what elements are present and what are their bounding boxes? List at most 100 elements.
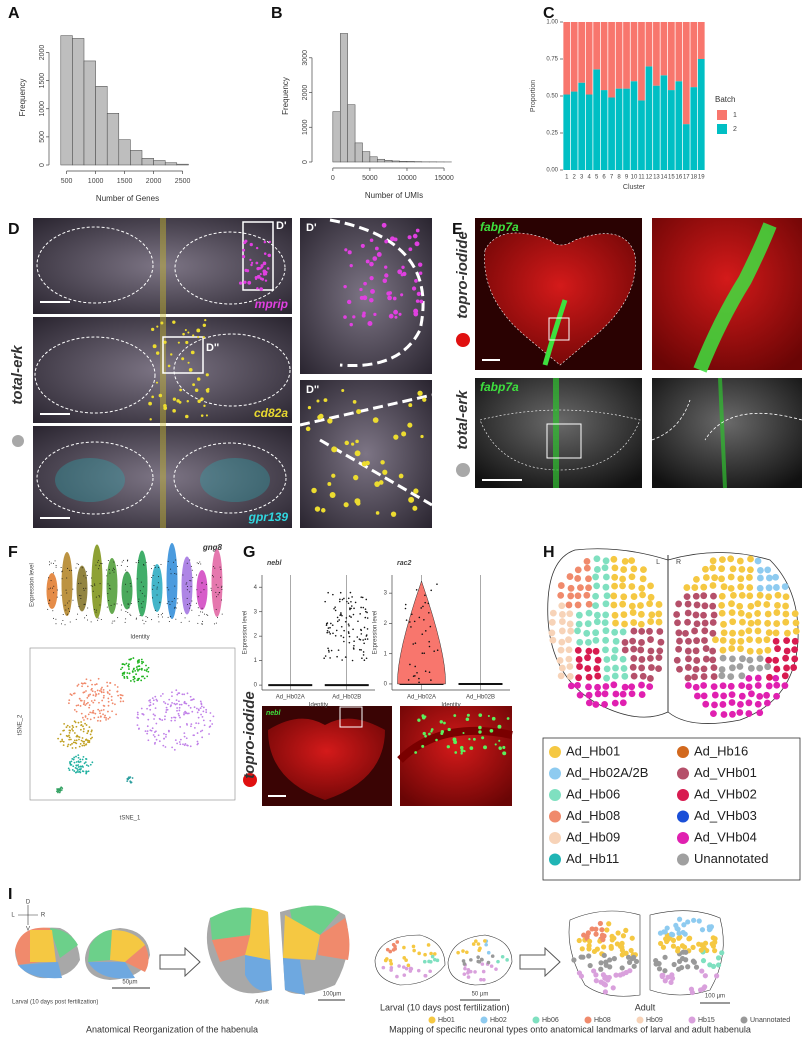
cell-dot	[629, 637, 637, 645]
tsne-dot	[87, 713, 90, 716]
legend-swatch	[532, 1016, 540, 1024]
tsne-dot	[73, 709, 76, 711]
tsne-dot	[88, 706, 91, 709]
cell-dot	[603, 592, 611, 600]
tsne-dot	[183, 732, 186, 735]
tsne-dot	[68, 736, 71, 739]
cell-dot	[429, 625, 432, 628]
violin-dot	[114, 620, 116, 622]
tsne-dot	[110, 695, 113, 698]
signal-dot	[331, 446, 338, 453]
y-tick-label: 0.00	[546, 168, 558, 174]
cell-dot	[719, 950, 725, 956]
cell-dot	[745, 683, 753, 691]
cell-dot	[366, 611, 368, 614]
tsne-dot	[152, 734, 155, 736]
cell-dot	[404, 607, 407, 610]
cell-dot	[620, 665, 628, 672]
cell-dot	[637, 620, 645, 628]
violin-dot	[151, 619, 153, 621]
violin-dot	[141, 592, 143, 594]
bar-segment	[668, 90, 675, 170]
cell-dot	[585, 600, 593, 608]
cell-dot	[639, 575, 647, 583]
tsne-dot	[115, 713, 118, 716]
cell-dot	[709, 619, 717, 626]
cell-dot	[575, 620, 583, 628]
violin-dot	[72, 588, 74, 590]
tsne-dot	[108, 693, 111, 696]
tsne-dot	[76, 769, 79, 772]
tsne-dot	[71, 742, 73, 745]
violin-dot	[167, 560, 169, 562]
cell-dot	[409, 621, 411, 623]
violin-dot	[175, 607, 177, 609]
cell-dot	[774, 645, 781, 653]
signal-dot	[372, 417, 379, 423]
tsne-dot	[84, 715, 87, 717]
tsne-dot	[58, 788, 61, 791]
violin-dot	[171, 601, 173, 603]
cell-dot	[628, 573, 636, 581]
tsne-dot	[69, 729, 72, 732]
box-label: D'	[276, 220, 287, 232]
cell-dot	[746, 656, 754, 664]
cell-dot	[655, 665, 662, 673]
cell-dot	[773, 584, 780, 591]
cell-dot	[621, 557, 629, 565]
cell-dot	[623, 927, 629, 933]
cell-dot	[746, 574, 753, 581]
y-tick-label: 0.50	[546, 94, 558, 100]
signal-dot	[378, 480, 384, 485]
signal-dot	[481, 736, 485, 740]
tsne-dot	[186, 712, 189, 715]
cell-dot	[328, 651, 330, 653]
cell-dot	[720, 692, 728, 700]
cell-dot	[585, 575, 592, 583]
violin-dot	[210, 587, 212, 589]
signal-dot	[181, 357, 185, 361]
tsne-dot	[78, 738, 80, 741]
panel-letter: I	[8, 886, 12, 903]
signal-dot	[343, 284, 347, 289]
violin-dot	[190, 580, 192, 582]
tsne-dot	[99, 715, 102, 718]
tsne-dot	[89, 718, 92, 721]
tsne-dot	[146, 675, 149, 678]
signal-dot	[244, 268, 248, 272]
signal-dot	[363, 281, 367, 286]
side-label: L	[656, 559, 660, 566]
x-tick-label: 13	[653, 175, 660, 181]
tsne-dot	[122, 671, 125, 674]
cell-dot	[334, 609, 337, 612]
violin-dot	[217, 586, 219, 588]
tsne-dot	[72, 758, 75, 761]
tsne-dot	[185, 737, 188, 740]
cell-dot	[683, 584, 691, 591]
cell-dot	[583, 557, 591, 565]
cell-dot	[692, 683, 700, 691]
cell-dot	[351, 659, 354, 662]
cell-dot	[566, 673, 574, 680]
tsne-dot	[178, 709, 181, 712]
violin-dot	[198, 615, 200, 617]
violin-dot	[98, 617, 100, 619]
bar	[176, 163, 189, 166]
y-tick-label: 0.25	[546, 131, 558, 137]
cell-dot	[684, 609, 692, 617]
tsne-dot	[132, 676, 135, 678]
cell-dot	[416, 671, 418, 674]
cell-dot	[764, 610, 772, 618]
y-tick-label: 0	[254, 683, 258, 689]
tsne-dot	[174, 719, 176, 722]
tsne-dot	[85, 690, 87, 692]
signal-dot	[370, 289, 375, 294]
tsne-dot	[152, 703, 155, 705]
tsne-dot	[179, 716, 181, 719]
tsne-dot	[66, 724, 69, 727]
signal-dot	[491, 716, 496, 721]
tsne-dot	[123, 675, 126, 678]
cell-dot	[385, 947, 390, 952]
tsne-dot	[159, 718, 162, 721]
signal-dot	[242, 248, 246, 252]
